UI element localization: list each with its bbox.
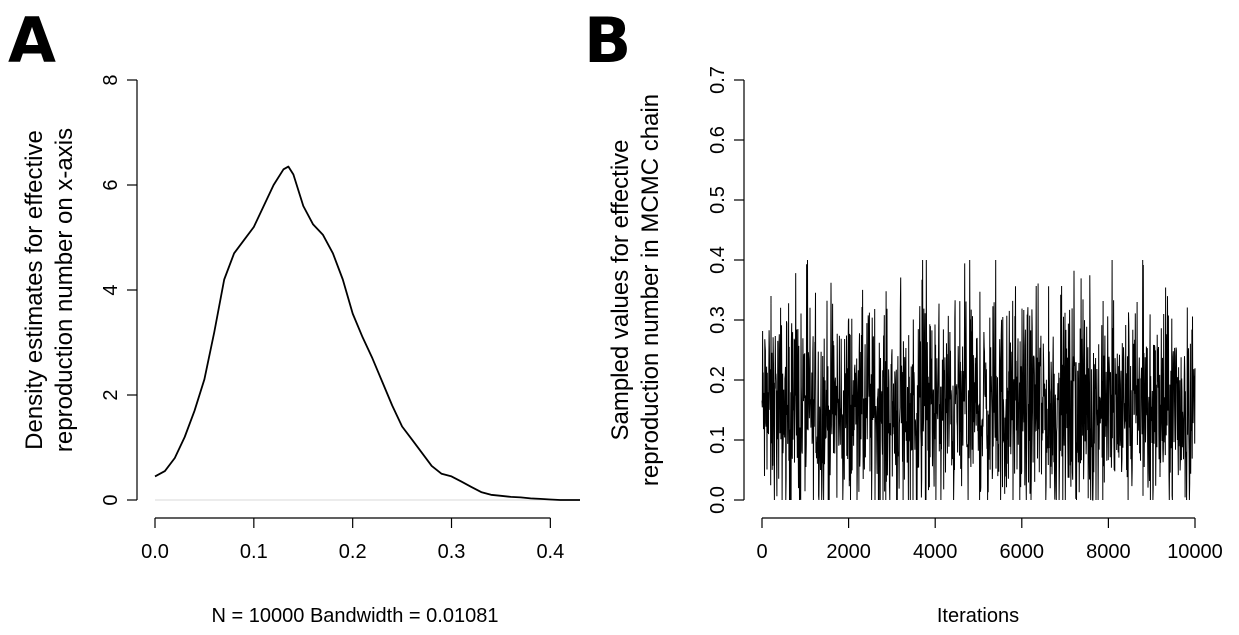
trace-x-tick-label: 6000 xyxy=(1000,541,1045,563)
density-y-tick-label: 2 xyxy=(100,389,122,400)
trace-x-tick-label: 4000 xyxy=(913,541,958,563)
density-x-tick-label: 0.0 xyxy=(141,541,169,563)
density-y-tick-label: 8 xyxy=(100,74,122,85)
trace-line xyxy=(761,259,1196,501)
trace-y-tick-label: 0.3 xyxy=(707,306,729,334)
trace-y-tick-label: 0.5 xyxy=(707,186,729,214)
trace-y-tick-label: 0.1 xyxy=(707,426,729,454)
trace-x-tick-label: 10000 xyxy=(1167,541,1223,563)
trace-y-tick-label: 0.2 xyxy=(707,366,729,394)
trace-x-axis-title: Iterations xyxy=(937,605,1019,627)
trace-x-tick-label: 8000 xyxy=(1086,541,1131,563)
trace-chart: 0 2000 4000 6000 8000 10000 0.0 0.1 0.2 0.3 0.4 0.5… xyxy=(607,66,1223,627)
density-curve xyxy=(154,165,580,501)
panel-a-label: A xyxy=(8,4,56,77)
density-y-tick-label: 6 xyxy=(100,179,122,190)
trace-y-tick-label: 0.7 xyxy=(707,66,729,94)
density-chart: 0.0 0.1 0.2 0.3 0.4 0 2 4 6 8 Density estimates fo… xyxy=(21,74,580,627)
density-y-tick-label: 0 xyxy=(100,494,122,505)
trace-y-tick-label: 0.6 xyxy=(707,126,729,154)
density-y-axis-title: reproduction number on x-axis xyxy=(51,128,78,452)
trace-y-axis-title: reproduction number in MCMC chain xyxy=(637,94,664,486)
trace-y-tick-label: 0.4 xyxy=(707,246,729,274)
trace-x-tick-label: 0 xyxy=(756,541,767,563)
trace-y-tick-label: 0.0 xyxy=(707,486,729,514)
density-y-axis-title: Density estimates for effective xyxy=(21,130,48,450)
panel-b-label: B xyxy=(584,4,631,77)
density-x-tick-label: 0.2 xyxy=(339,541,367,563)
trace-x-tick-label: 2000 xyxy=(826,541,871,563)
density-x-tick-label: 0.3 xyxy=(438,541,466,563)
trace-y-axis-title: Sampled values for effective xyxy=(607,139,634,440)
density-y-tick-label: 4 xyxy=(100,284,122,295)
density-x-tick-label: 0.1 xyxy=(240,541,268,563)
density-x-axis-title: N = 10000 Bandwidth = 0.01081 xyxy=(212,605,499,627)
density-x-tick-label: 0.4 xyxy=(536,541,564,563)
